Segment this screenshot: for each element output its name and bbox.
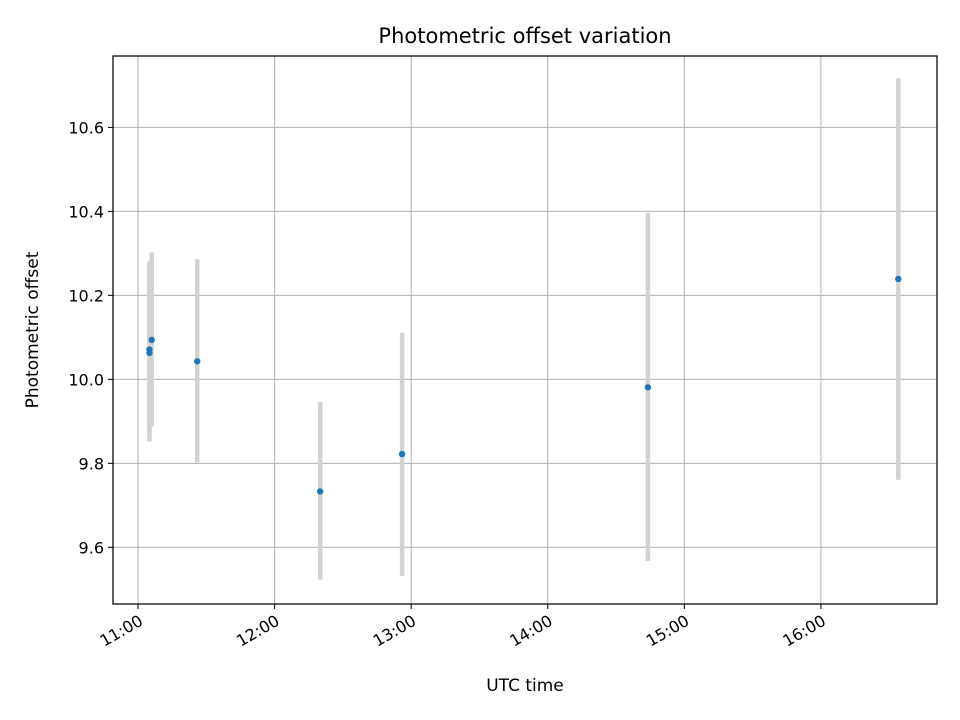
y-tick-label: 9.6 xyxy=(79,538,104,557)
y-tick-label: 10.4 xyxy=(68,202,104,221)
y-axis: 9.6 9.8 10.0 10.2 10.4 10.6 xyxy=(68,118,113,557)
data-point xyxy=(398,450,406,458)
data-point xyxy=(895,275,902,283)
data-point xyxy=(644,384,652,391)
y-axis-label: Photometric offset xyxy=(23,251,43,408)
data-point xyxy=(146,349,153,357)
x-axis-label: UTC time xyxy=(486,676,564,696)
y-tick-label: 10.0 xyxy=(68,370,104,389)
data-point xyxy=(148,336,155,344)
y-tick-label: 10.2 xyxy=(68,286,104,305)
data-points xyxy=(146,275,902,495)
data-point xyxy=(194,358,201,365)
y-tick-label: 9.8 xyxy=(79,454,104,473)
chart-title: Photometric offset variation xyxy=(378,24,671,48)
grid xyxy=(113,56,937,604)
y-tick-label: 10.6 xyxy=(68,118,104,137)
plot-frame xyxy=(112,55,938,605)
data-point xyxy=(316,488,324,495)
